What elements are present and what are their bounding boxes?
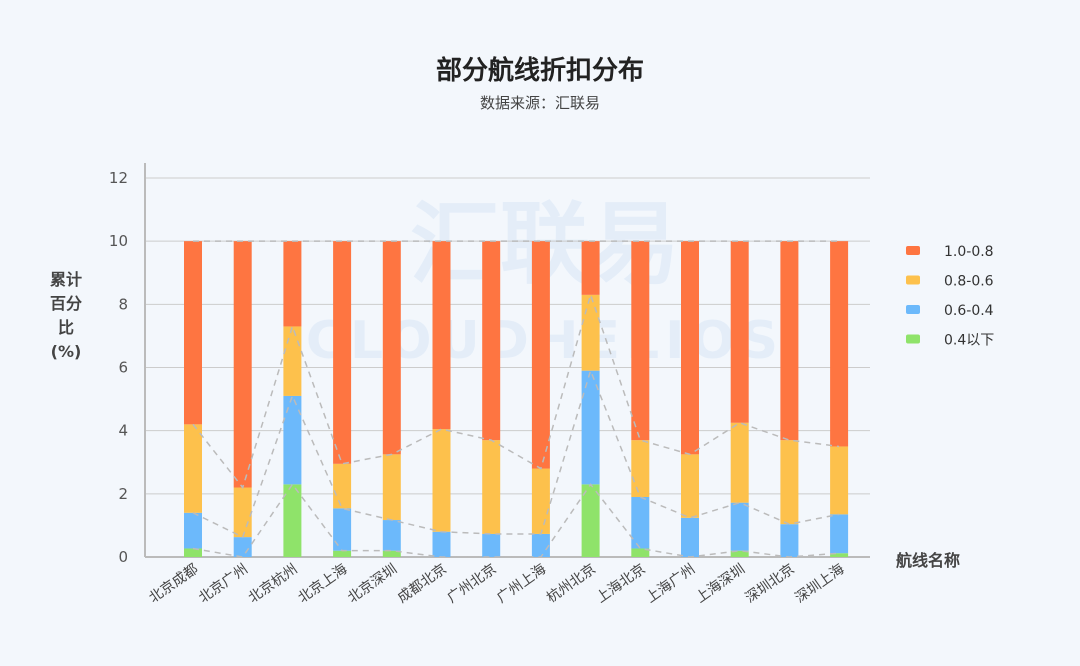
- y-tick-label: 0: [118, 548, 128, 566]
- bar-segment: [233, 241, 252, 488]
- y-axis-label: 累计百分比(%): [49, 270, 82, 361]
- bar-segment: [581, 484, 600, 557]
- bar-segment: [631, 496, 650, 549]
- bar-segment: [581, 241, 600, 295]
- bar-segment: [830, 514, 849, 554]
- bar-segment: [482, 440, 501, 534]
- bar-segment: [581, 294, 600, 371]
- x-tick-label: 北京上海: [295, 561, 350, 606]
- bar-segment: [780, 241, 799, 441]
- bar-segment: [432, 241, 451, 430]
- bar-segment: [780, 440, 799, 525]
- x-tick-label: 深圳北京: [743, 561, 798, 606]
- y-tick-label: 8: [118, 295, 128, 313]
- bar-segment: [184, 548, 202, 557]
- y-tick-label: 6: [118, 359, 128, 377]
- chart-title: 部分航线折扣分布: [435, 56, 644, 86]
- bar-segment: [233, 487, 252, 538]
- x-tick-label: 深圳上海: [792, 561, 847, 606]
- bar-segment: [531, 533, 550, 557]
- bar-segment: [681, 454, 699, 518]
- x-tick-label: 北京成都: [146, 561, 201, 606]
- bar-segment: [482, 241, 501, 441]
- x-tick-label: 北京深圳: [345, 561, 400, 606]
- bar-segment: [830, 553, 849, 557]
- bar-segment: [283, 326, 302, 396]
- bar-segment: [531, 241, 550, 469]
- y-tick-label: 10: [109, 232, 128, 250]
- bar-segment: [382, 454, 401, 521]
- x-tick-label: 广州北京: [444, 561, 499, 606]
- bar-segment: [631, 241, 650, 441]
- bar-segment: [333, 463, 352, 509]
- bar-segment: [631, 548, 650, 557]
- bar-segment: [283, 395, 302, 485]
- bar-segment: [581, 370, 600, 485]
- bar-segment: [382, 520, 401, 551]
- legend-swatch: [906, 275, 920, 285]
- bar-segment: [432, 531, 451, 557]
- x-tick-label: 上海广州: [643, 561, 698, 606]
- bar-segment: [730, 502, 749, 551]
- legend-label: 0.4以下: [944, 333, 994, 349]
- legend-label: 1.0-0.8: [944, 244, 994, 260]
- bar-segment: [531, 468, 550, 534]
- x-tick-label: 北京杭州: [246, 561, 301, 606]
- bar-segment: [333, 241, 352, 464]
- bar-segment: [730, 422, 749, 503]
- bar-segment: [830, 446, 849, 515]
- legend-swatch: [906, 246, 920, 255]
- x-tick-label: 杭州北京: [544, 561, 599, 606]
- bar-segment: [233, 537, 252, 557]
- bar-segment: [184, 241, 202, 425]
- bar-segment: [681, 517, 699, 557]
- bar-segment: [631, 440, 650, 497]
- bar-segment: [382, 241, 401, 455]
- legend-label: 0.8-0.6: [944, 274, 994, 290]
- y-tick-label: 12: [109, 169, 128, 187]
- x-tick-label: 上海深圳: [693, 561, 748, 606]
- x-tick-label: 广州上海: [494, 561, 549, 606]
- bar-segment: [333, 550, 352, 557]
- bar-segment: [283, 241, 302, 327]
- bar-segment: [681, 241, 699, 455]
- bar-segment: [283, 484, 302, 557]
- bar-segment: [184, 512, 202, 549]
- x-tick-label: 上海北京: [594, 561, 649, 606]
- legend-swatch: [906, 305, 920, 314]
- bar-segment: [382, 550, 401, 557]
- bar-segment: [432, 429, 451, 532]
- x-axis-label: 航线名称: [896, 551, 961, 570]
- y-tick-label: 2: [118, 485, 128, 503]
- series-connector-line: [192, 368, 840, 539]
- bar-segment: [780, 524, 799, 557]
- x-tick-label: 成都北京: [395, 561, 450, 606]
- bar-segment: [830, 241, 849, 447]
- y-tick-label: 4: [118, 422, 128, 440]
- bar-segment: [482, 533, 501, 557]
- x-tick-label: 北京广州: [196, 561, 251, 606]
- bar-segment: [730, 550, 749, 557]
- legend-swatch: [906, 334, 920, 344]
- chart-subtitle: 数据来源：汇联易: [479, 94, 600, 112]
- bar-segment: [730, 241, 749, 423]
- bar-segment: [333, 508, 352, 551]
- legend-label: 0.6-0.4: [944, 303, 994, 319]
- bar-segment: [184, 424, 202, 513]
